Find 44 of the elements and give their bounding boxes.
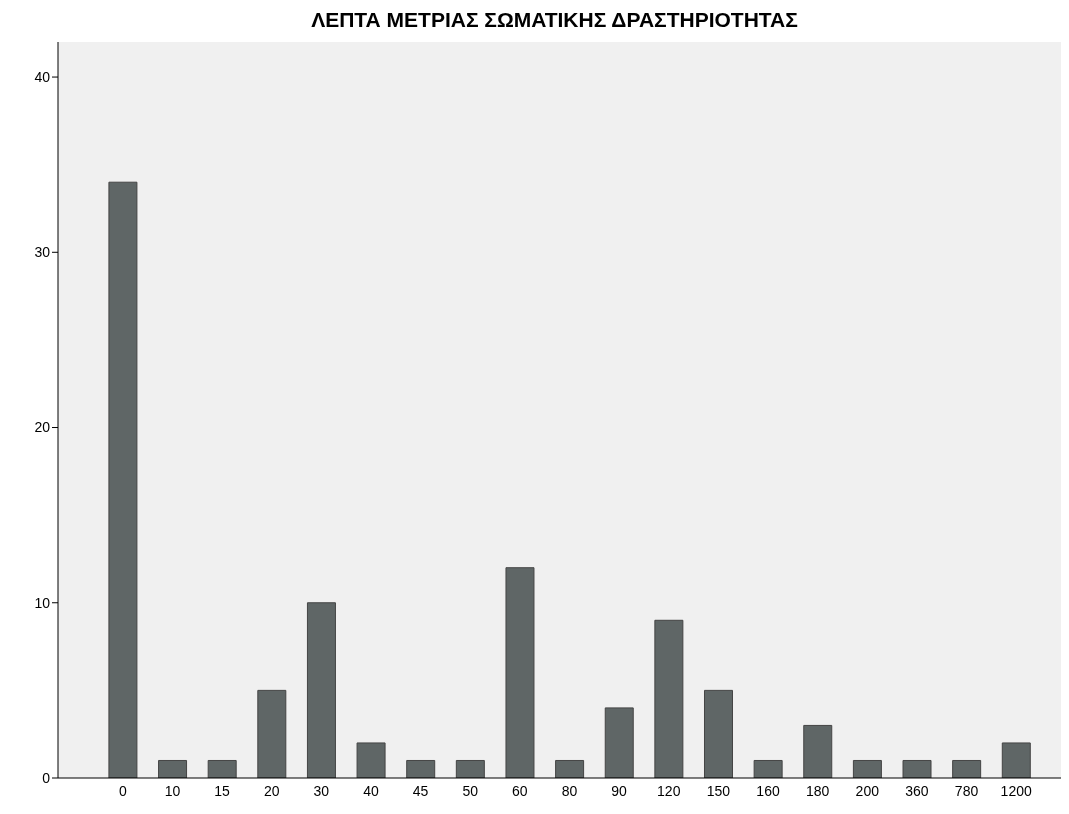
bar: [306, 602, 336, 778]
y-tick-label: 10: [34, 594, 51, 611]
bar: [704, 689, 733, 778]
bar: [1001, 742, 1031, 778]
x-tick-label: 120: [657, 782, 681, 799]
bar: [356, 742, 386, 778]
bar: [455, 759, 485, 778]
chart-title: ΛΕΠΤΑ ΜΕΤΡΙΑΣ ΣΩΜΑΤΙΚΗΣ ΔΡΑΣΤΗΡΙΟΤΗΤΑΣ: [310, 8, 799, 33]
bar: [753, 759, 783, 778]
x-tick-label: 10: [164, 782, 181, 799]
y-tick-label: 0: [42, 769, 51, 786]
bar: [207, 759, 237, 778]
x-tick-label: 200: [855, 782, 880, 799]
bar: [952, 759, 982, 778]
x-tick-label: 150: [706, 782, 731, 799]
bar: [257, 689, 287, 778]
x-tick-label: 15: [214, 782, 231, 799]
bar: [654, 619, 684, 778]
bar: [158, 759, 188, 778]
x-tick-label: 20: [263, 782, 280, 799]
bar: [852, 759, 882, 778]
bar: [555, 759, 585, 778]
x-tick-label: 160: [756, 782, 780, 799]
y-tick-label: 30: [34, 244, 51, 261]
bar: [902, 759, 932, 778]
x-tick-label: 360: [905, 782, 929, 799]
x-tick-label: 780: [954, 782, 979, 799]
y-tick-label: 40: [34, 69, 51, 86]
x-tick-label: 60: [512, 782, 528, 799]
x-tick-label: 90: [611, 782, 628, 799]
x-tick-label: 40: [363, 782, 379, 799]
bar: [505, 567, 535, 778]
x-tick-label: 50: [462, 782, 479, 799]
x-tick-label: 30: [313, 782, 330, 799]
x-tick-label: 180: [805, 782, 830, 799]
bar: [406, 759, 436, 778]
bar: [803, 724, 833, 778]
x-tick-label: 0: [118, 782, 127, 799]
bar: [108, 181, 138, 778]
y-tick-label: 20: [34, 419, 51, 436]
x-tick-label: 45: [412, 782, 429, 799]
x-tick-label: 80: [561, 782, 578, 799]
bar: [604, 707, 634, 778]
x-tick-label: 1200: [1000, 782, 1032, 799]
